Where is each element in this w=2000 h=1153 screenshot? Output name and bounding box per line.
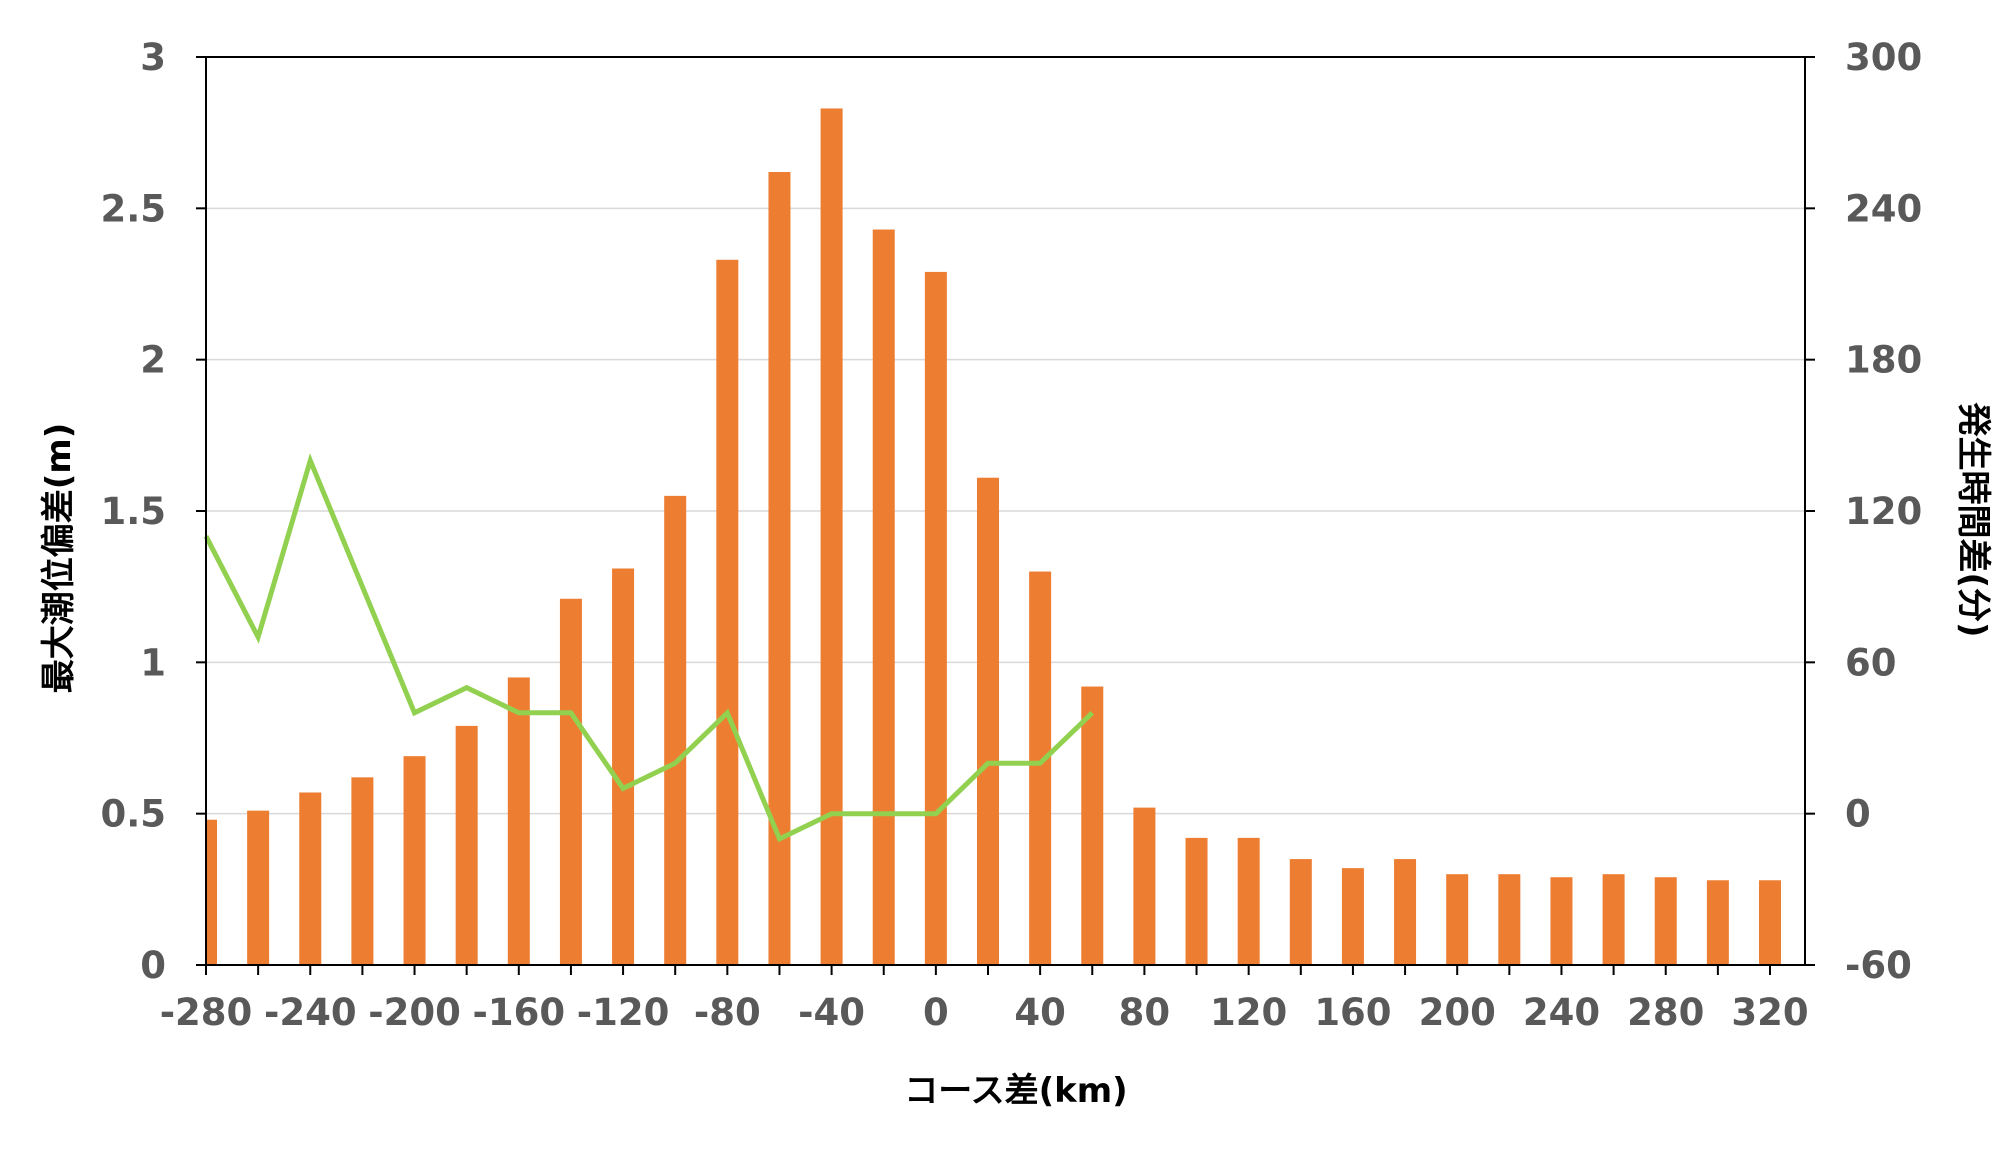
y2-axis-title: 発生時間差(分): [1953, 402, 1993, 637]
x-tick-label-3: -160: [473, 991, 566, 1034]
bar-300: [1706, 880, 1729, 965]
bar--80: [716, 259, 739, 966]
x-tick-label-6: -40: [798, 991, 865, 1034]
bar-0: [924, 271, 947, 966]
x-tick-label-2: -200: [368, 991, 461, 1034]
x-tick-label-0: -280: [160, 991, 253, 1034]
bar-60: [1081, 686, 1104, 965]
bar-260: [1602, 874, 1625, 965]
bar--20: [872, 229, 895, 965]
x-tick-label-9: 80: [1119, 991, 1171, 1034]
bar-80: [1133, 807, 1156, 965]
x-tick-label-10: 120: [1210, 991, 1287, 1034]
bar-280: [1654, 877, 1677, 965]
bar--160: [507, 677, 530, 965]
bar-100: [1185, 837, 1208, 965]
y-tick-label-5: 2.5: [100, 187, 166, 230]
bar--220: [351, 777, 374, 965]
y-axis-title: 最大潮位偏差(m): [39, 423, 79, 694]
bar--180: [455, 725, 478, 965]
x-tick-label-5: -80: [694, 991, 761, 1034]
bar-320: [1759, 880, 1781, 965]
x-tick-label-13: 240: [1523, 991, 1600, 1034]
y-tick-label-3: 1.5: [100, 490, 166, 533]
x-tick-label-11: 160: [1314, 991, 1391, 1034]
bar--120: [612, 568, 635, 965]
bar-220: [1498, 874, 1521, 965]
x-tick-label-1: -240: [264, 991, 357, 1034]
bar--40: [820, 108, 843, 966]
bar-40: [1029, 571, 1052, 965]
bar-200: [1446, 874, 1469, 965]
bar--60: [768, 172, 791, 966]
y2-tick-label-5: 240: [1845, 187, 1922, 230]
y2-tick-label-3: 120: [1845, 490, 1922, 533]
x-tick-label-7: 0: [923, 991, 949, 1034]
y-tick-label-4: 2: [140, 339, 166, 382]
bar--280: [206, 819, 217, 965]
axes: [196, 56, 1815, 975]
bar--240: [299, 792, 322, 965]
y2-tick-label-6: 300: [1845, 36, 1922, 79]
bar-140: [1289, 859, 1312, 965]
y2-tick-label-2: 60: [1845, 641, 1897, 684]
y-tick-label-0: 0: [140, 944, 166, 987]
x-tick-label-8: 40: [1014, 991, 1066, 1034]
line-series-path: [203, 453, 1095, 843]
y2-tick-label-1: 0: [1845, 793, 1871, 836]
x-tick-label-12: 200: [1419, 991, 1496, 1034]
bar-20: [977, 477, 999, 965]
bar--200: [403, 756, 426, 965]
bar--260: [247, 810, 270, 965]
bar-180: [1394, 859, 1417, 965]
line-series: [203, 453, 1095, 843]
x-tick-label-4: -120: [577, 991, 670, 1034]
x-tick-label-14: 280: [1627, 991, 1704, 1034]
bar--100: [664, 495, 687, 965]
bar-240: [1550, 877, 1573, 965]
bar-120: [1237, 837, 1260, 965]
y2-tick-label-0: -60: [1845, 944, 1912, 987]
bar--140: [559, 598, 582, 965]
y-tick-label-2: 1: [140, 641, 166, 684]
y2-tick-label-4: 180: [1845, 339, 1922, 382]
bar-series: [206, 108, 1781, 966]
y-tick-label-1: 0.5: [100, 793, 166, 836]
bar-160: [1341, 868, 1364, 965]
y-tick-label-6: 3: [140, 36, 166, 79]
x-tick-label-15: 320: [1731, 991, 1808, 1034]
x-axis-title: コース差(km): [904, 1071, 1127, 1111]
